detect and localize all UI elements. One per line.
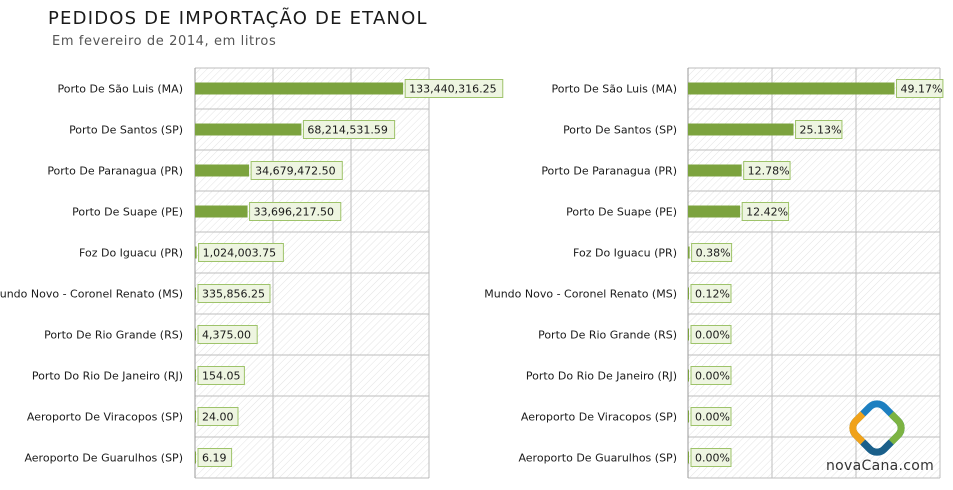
category-label: Foz Do Iguacu (PR) [573, 247, 677, 260]
brand-name: novaCana.com [826, 458, 935, 474]
data-label: 4,375.00 [202, 329, 251, 342]
bar [688, 287, 689, 300]
category-label: Porto De Paranagua (PR) [541, 165, 677, 178]
data-label-box [690, 448, 732, 467]
data-label-box [896, 79, 944, 98]
data-label-box [691, 243, 733, 262]
category-label: Porto De Santos (SP) [69, 124, 183, 137]
category-label: Aeroporto De Guarulhos (SP) [518, 452, 677, 465]
bar [688, 451, 689, 464]
data-label: 0.12% [695, 288, 730, 301]
bar [688, 328, 689, 341]
data-label: 33,696,217.50 [254, 206, 334, 219]
category-label: Aeroporto De Viracopos (SP) [27, 411, 183, 424]
category-label: Porto Do Rio De Janeiro (RJ) [526, 370, 677, 383]
data-label: 0.00% [695, 452, 730, 465]
bar [195, 205, 248, 218]
data-label-box [198, 243, 284, 262]
category-label: Aeroporto De Guarulhos (SP) [24, 452, 183, 465]
data-label-box [197, 448, 233, 467]
category-label: Porto De São Luis (MA) [551, 83, 677, 96]
data-label-box [302, 120, 396, 139]
category-label: Foz Do Iguacu (PR) [79, 247, 183, 260]
chart-volume-liters: Porto De São Luis (MA) 133,440,316.25 Port… [0, 67, 504, 479]
chart-subtitle: Em fevereiro de 2014, em litros [52, 34, 277, 49]
category-label: Porto De Santos (SP) [563, 124, 677, 137]
data-label: 154.05 [202, 370, 241, 383]
bar [688, 205, 741, 218]
data-label-box [690, 407, 732, 426]
category-label: Mundo Novo - Coronel Renato (MS) [484, 288, 677, 301]
data-label: 34,679,472.50 [255, 165, 335, 178]
data-label: 49.17% [901, 83, 943, 96]
data-label-box [197, 407, 239, 426]
bar [195, 246, 197, 259]
category-label: Porto De São Luis (MA) [57, 83, 183, 96]
data-label: 335,856.25 [202, 288, 265, 301]
category-label: Porto Do Rio De Janeiro (RJ) [32, 370, 183, 383]
category-label: Porto De Suape (PE) [566, 206, 677, 219]
bar [195, 287, 196, 300]
data-label-box [249, 202, 342, 221]
category-label: Porto De Rio Grande (RS) [44, 329, 183, 342]
bar [688, 164, 742, 177]
bar [688, 123, 794, 136]
bar [195, 82, 404, 95]
data-label-box [197, 366, 245, 385]
bar [195, 369, 196, 382]
data-label-box [690, 366, 732, 385]
bar [688, 410, 689, 423]
data-label: 0.00% [695, 370, 730, 383]
data-label-box [743, 161, 791, 180]
data-label-box [250, 161, 343, 180]
data-label: 0.00% [695, 411, 730, 424]
data-label-box [690, 284, 732, 303]
chart-share-percent: Porto De São Luis (MA) 49.17% Porto De San… [484, 67, 944, 479]
category-label: Porto De Rio Grande (RS) [538, 329, 677, 342]
category-label: Porto De Paranagua (PR) [47, 165, 183, 178]
novacana-logo-icon [822, 392, 942, 482]
bar [195, 328, 196, 341]
data-label: 24.00 [202, 411, 234, 424]
data-label-box [197, 284, 271, 303]
data-label: 6.19 [202, 452, 227, 465]
data-label-box [404, 79, 504, 98]
data-label: 25.13% [800, 124, 842, 137]
category-label: Aeroporto De Viracopos (SP) [521, 411, 677, 424]
bar [688, 246, 690, 259]
bar [195, 410, 196, 423]
data-label: 0.00% [695, 329, 730, 342]
bar [195, 451, 196, 464]
bar [688, 369, 689, 382]
data-label: 12.78% [748, 165, 790, 178]
bar [195, 123, 302, 136]
data-label: 1,024,003.75 [203, 247, 276, 260]
category-label: Porto De Suape (PE) [72, 206, 183, 219]
data-label-box [741, 202, 790, 221]
data-label: 12.42% [746, 206, 788, 219]
category-label: Mundo Novo - Coronel Renato (MS) [0, 288, 183, 301]
data-label: 68,214,531.59 [307, 124, 387, 137]
data-label-box [690, 325, 732, 344]
chart-title: PEDIDOS DE IMPORTAÇÃO DE ETANOL [48, 8, 428, 29]
bar [688, 82, 895, 95]
data-label: 0.38% [696, 247, 731, 260]
data-label: 133,440,316.25 [409, 83, 496, 96]
data-label-box [197, 325, 258, 344]
bar [195, 164, 250, 177]
data-label-box [795, 120, 843, 139]
